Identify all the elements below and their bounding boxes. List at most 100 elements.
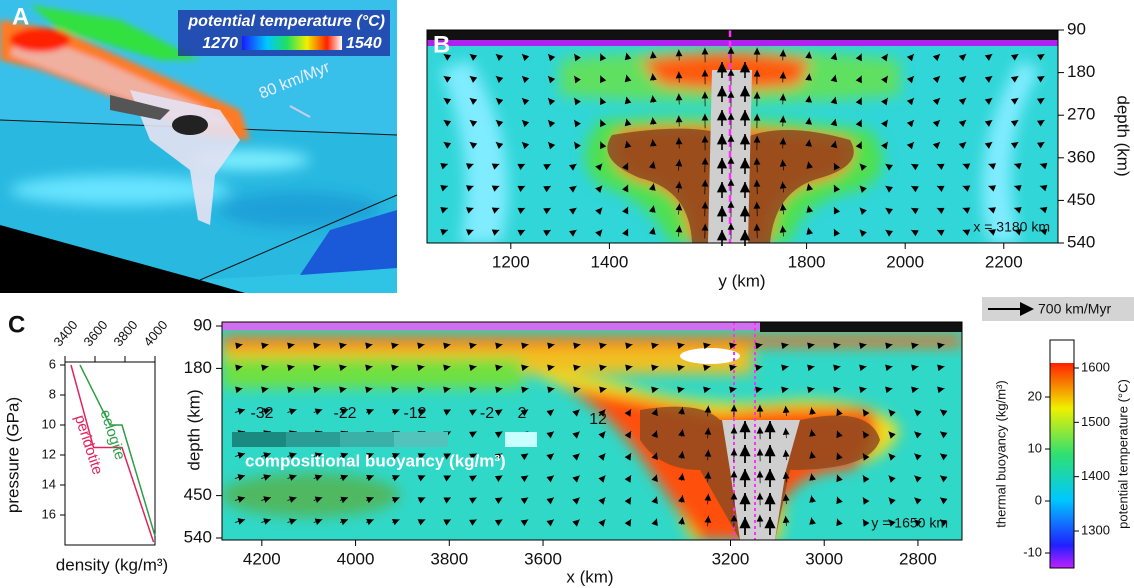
velocity-arrow-head xyxy=(779,203,787,211)
velocity-arrow-head xyxy=(624,431,632,439)
velocity-arrow-head xyxy=(888,497,896,505)
velocity-arrow-head xyxy=(862,475,870,483)
velocity-arrow-head xyxy=(701,179,709,187)
velocity-arrow-head xyxy=(548,141,556,150)
velocity-arrow-head xyxy=(756,470,764,478)
velocity-arrow-head xyxy=(624,140,632,149)
velocity-arrow-head xyxy=(572,409,580,417)
velocity-arrow-head xyxy=(716,134,728,145)
velocity-arrow-head xyxy=(600,119,607,128)
velocity-arrow-head xyxy=(624,96,632,105)
velocity-arrow-head xyxy=(494,431,503,438)
velocity-arrow-head xyxy=(598,453,606,461)
velocity-arrow-head xyxy=(862,453,870,461)
velocity-arrow-head xyxy=(753,157,761,165)
velocity-arrow-head xyxy=(599,386,607,394)
buoyancy-legend: -32 -22 -12 -2 2 12 xyxy=(232,405,607,447)
x-tick-label: 3800 xyxy=(110,317,140,349)
velocity-arrow-head xyxy=(469,119,478,127)
velocity-arrow-head xyxy=(469,364,477,372)
velocity-arrow-head xyxy=(1010,97,1019,105)
velocity-arrow-head xyxy=(466,207,474,214)
velocity-arrow-head xyxy=(443,141,452,149)
velocity-arrow-head xyxy=(936,185,945,193)
velocity-arrow-head xyxy=(753,201,761,209)
velocity-arrow-head xyxy=(756,492,764,500)
velocity-arrow-head xyxy=(599,342,607,350)
velocity-arrow-head xyxy=(340,474,349,482)
velocity-arrow-head xyxy=(517,185,526,193)
annotation: x = 3180 km xyxy=(973,219,1050,235)
velocity-arrow-head xyxy=(365,342,373,350)
velocity-arrow-head xyxy=(940,475,948,483)
velocity-arrow-head xyxy=(739,445,751,457)
velocity-arrow-head xyxy=(675,93,683,101)
velocity-arrow-head xyxy=(521,53,530,62)
velocity-arrow-head xyxy=(651,342,659,350)
velocity-arrow-head xyxy=(906,141,914,150)
colorbar-max: 1540 xyxy=(346,35,382,52)
velocity-arrow-head xyxy=(521,75,530,84)
scale-arrow-head xyxy=(1020,302,1034,316)
velocity-arrow-head xyxy=(809,451,816,459)
velocity-arrow-head xyxy=(806,183,814,191)
velocity-arrow-head xyxy=(625,364,633,372)
velocity-arrow-head xyxy=(574,97,581,106)
velocity-arrow-head xyxy=(756,448,764,456)
velocity-arrow-head xyxy=(625,342,633,350)
velocity-arrow-head xyxy=(340,518,349,526)
velocity-arrow-head xyxy=(1039,228,1048,236)
velocity-arrow-head xyxy=(391,453,400,460)
velocity-arrow-head xyxy=(984,53,993,61)
velocity-arrow-head xyxy=(443,364,451,372)
right-tick-label: 1600 xyxy=(1081,359,1110,374)
velocity-arrow-head xyxy=(753,47,761,55)
velocity-arrow-head xyxy=(391,519,400,526)
velocity-arrow-head xyxy=(651,408,658,417)
velocity-arrow-head xyxy=(469,53,478,61)
velocity-arrow-head xyxy=(572,431,580,439)
velocity-arrow-head xyxy=(833,386,841,394)
velocity-arrow-head xyxy=(417,386,425,394)
velocity-arrow-head xyxy=(739,182,751,193)
velocity-arrow-head xyxy=(417,409,426,416)
velocity-arrow-head xyxy=(936,163,945,171)
velocity-arrow-head xyxy=(727,113,735,120)
velocity-arrow-head xyxy=(678,429,685,437)
velocity-arrow-head xyxy=(701,113,709,121)
velocity-arrow-head xyxy=(859,185,867,193)
velocity-arrow-head xyxy=(958,141,967,149)
velocity-arrow-head xyxy=(855,53,862,62)
velocity-arrow-head xyxy=(911,185,919,193)
velocity-arrow-head xyxy=(469,475,477,482)
velocity-arrow-head xyxy=(937,342,945,350)
velocity-arrow-head xyxy=(855,141,862,150)
velocity-arrow-head xyxy=(727,135,735,142)
velocity-arrow-head xyxy=(805,73,813,81)
velocity-arrow-head xyxy=(598,497,606,505)
velocity-arrow-head xyxy=(836,408,843,417)
y-tick-label: 360 xyxy=(1067,147,1095,166)
velocity-arrow-head xyxy=(730,492,738,500)
left-tick-label: 20 xyxy=(1028,388,1042,403)
velocity-arrow-head xyxy=(624,475,632,483)
velocity-arrow-head xyxy=(440,229,448,236)
velocity-arrow-head xyxy=(1014,185,1022,192)
velocity-arrow-head xyxy=(704,427,712,435)
x-tick-label: 4000 xyxy=(337,549,375,568)
velocity-arrow-head xyxy=(649,227,656,235)
edge-line xyxy=(199,194,398,281)
velocity-arrow-head xyxy=(984,75,993,83)
density-line xyxy=(70,364,155,543)
velocity-arrow-head xyxy=(391,497,400,504)
velocity-arrow-head xyxy=(888,431,896,439)
velocity-arrow-head xyxy=(730,404,738,412)
velocity-arrow-head xyxy=(235,386,243,394)
velocity-arrow-head xyxy=(830,74,838,83)
velocity-arrow-head xyxy=(962,185,971,192)
velocity-arrow-head xyxy=(727,91,735,98)
velocity-arrow-head xyxy=(469,141,478,149)
velocity-arrow-head xyxy=(469,386,477,394)
velocity-arrow-head xyxy=(491,185,500,192)
velocity-arrow-head xyxy=(651,386,659,394)
